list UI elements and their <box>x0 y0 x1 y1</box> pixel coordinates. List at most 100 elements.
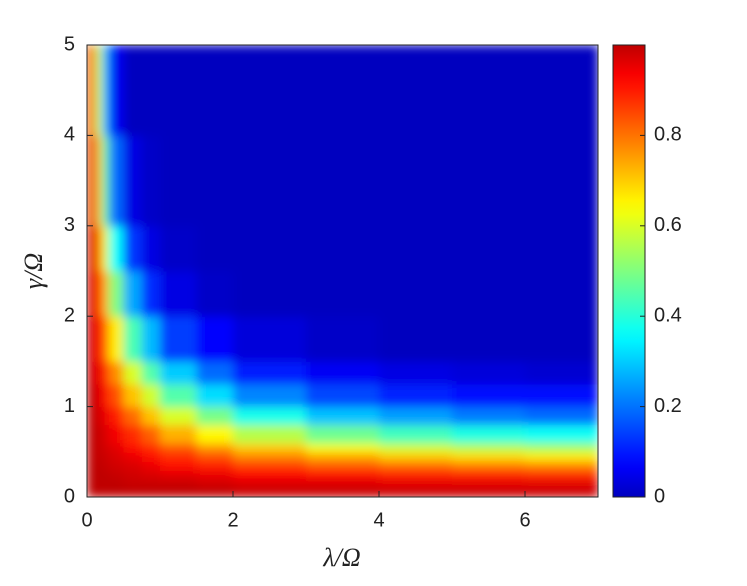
heatmap-cell <box>160 460 197 471</box>
heatmap-cell <box>160 271 197 317</box>
heatmap-cell <box>87 45 95 136</box>
heatmap-cell <box>87 460 95 471</box>
heatmap-cell <box>525 460 598 471</box>
heatmap-cell <box>160 424 197 444</box>
heatmap-cell <box>94 225 103 272</box>
heatmap-cell <box>141 271 161 317</box>
heatmap-cell <box>160 361 197 385</box>
heatmap-cell <box>525 487 598 497</box>
heatmap-cell <box>101 460 110 471</box>
heatmap-cell <box>452 460 526 471</box>
heatmap-cell <box>108 135 124 227</box>
y-tick-label: 1 <box>64 395 75 417</box>
heatmap-cell <box>233 406 307 426</box>
heatmap-cell <box>379 406 453 426</box>
heatmap-cell <box>87 135 95 227</box>
heatmap-cell <box>379 487 453 497</box>
heatmap-cell <box>525 361 598 385</box>
x-axis-label: λ/Ω <box>322 543 360 572</box>
heatmap-cell <box>306 469 380 480</box>
heatmap-cell <box>196 478 234 489</box>
heatmap-cell <box>123 316 143 362</box>
heatmap-cell <box>196 406 234 426</box>
heatmap-cell <box>233 361 307 385</box>
colorbar-tick-label: 0.4 <box>654 304 682 326</box>
heatmap-cell <box>94 135 103 227</box>
heatmap-cell <box>94 478 103 489</box>
heatmap-cell <box>525 442 598 453</box>
heatmap-cell <box>87 469 95 480</box>
heatmap-cell <box>160 451 197 462</box>
heatmap-cell <box>87 225 95 272</box>
heatmap-cell <box>101 225 110 272</box>
heatmap-cell <box>196 384 234 408</box>
plot-area <box>87 45 598 497</box>
heatmap-cell <box>123 487 143 497</box>
heatmap-cells <box>87 45 598 497</box>
heatmap-cell <box>160 406 197 426</box>
heatmap-cell <box>87 316 95 362</box>
heatmap-cell <box>160 135 197 227</box>
heatmap-cell <box>94 460 103 471</box>
y-tick-label: 0 <box>64 485 75 507</box>
y-tick-label: 2 <box>64 304 75 326</box>
heatmap-cell <box>87 271 95 317</box>
heatmap-cell <box>306 442 380 453</box>
heatmap-cell <box>141 316 161 362</box>
heatmap-cell <box>141 135 161 227</box>
heatmap-cell <box>233 424 307 444</box>
heatmap-cell <box>94 406 103 426</box>
heatmap-cell <box>101 45 110 136</box>
heatmap-cell <box>87 478 95 489</box>
heatmap-cell <box>94 469 103 480</box>
heatmap-cell <box>452 316 526 362</box>
heatmap-cell <box>101 442 110 453</box>
heatmap-cell <box>306 451 380 462</box>
heatmap-cell <box>306 424 380 444</box>
heatmap-cell <box>452 45 526 136</box>
heatmap-cell <box>123 135 143 227</box>
colorbar-tick-label: 0 <box>654 485 665 507</box>
heatmap-cell <box>233 316 307 362</box>
heatmap-cell <box>141 361 161 385</box>
heatmap-cell <box>123 442 143 453</box>
heatmap-cell <box>196 460 234 471</box>
heatmap-cell <box>160 487 197 497</box>
heatmap-cell <box>87 361 95 385</box>
y-tick-label: 3 <box>64 214 75 236</box>
heatmap-cell <box>196 469 234 480</box>
heatmap-cell <box>101 271 110 317</box>
heatmap-cell <box>525 45 598 136</box>
heatmap-cell <box>141 469 161 480</box>
heatmap-cell <box>379 225 453 272</box>
heatmap-cell <box>141 406 161 426</box>
heatmap-cell <box>101 384 110 408</box>
heatmap-cell <box>452 487 526 497</box>
colorbar-tick-label: 0.2 <box>654 395 682 417</box>
heatmap-cell <box>452 384 526 408</box>
x-tick-label: 0 <box>81 509 92 531</box>
heatmap-cell <box>379 135 453 227</box>
heatmap-cell <box>108 271 124 317</box>
heatmap-cell <box>101 406 110 426</box>
heatmap-cell <box>160 45 197 136</box>
heatmap-cell <box>123 478 143 489</box>
heatmap-cell <box>233 225 307 272</box>
heatmap-cell <box>87 487 95 497</box>
heatmap-cell <box>452 135 526 227</box>
heatmap-cell <box>379 316 453 362</box>
heatmap-cell <box>87 406 95 426</box>
heatmap-cell <box>101 469 110 480</box>
heatmap-cell <box>94 451 103 462</box>
heatmap-cell <box>94 424 103 444</box>
heatmap-cell <box>525 135 598 227</box>
heatmap-cell <box>233 271 307 317</box>
heatmap-cell <box>233 478 307 489</box>
heatmap-cell <box>141 45 161 136</box>
heatmap-cell <box>306 487 380 497</box>
heatmap-cell <box>160 442 197 453</box>
heatmap-cell <box>101 361 110 385</box>
heatmap-cell <box>123 225 143 272</box>
heatmap-cell <box>87 424 95 444</box>
heatmap-cell <box>141 225 161 272</box>
